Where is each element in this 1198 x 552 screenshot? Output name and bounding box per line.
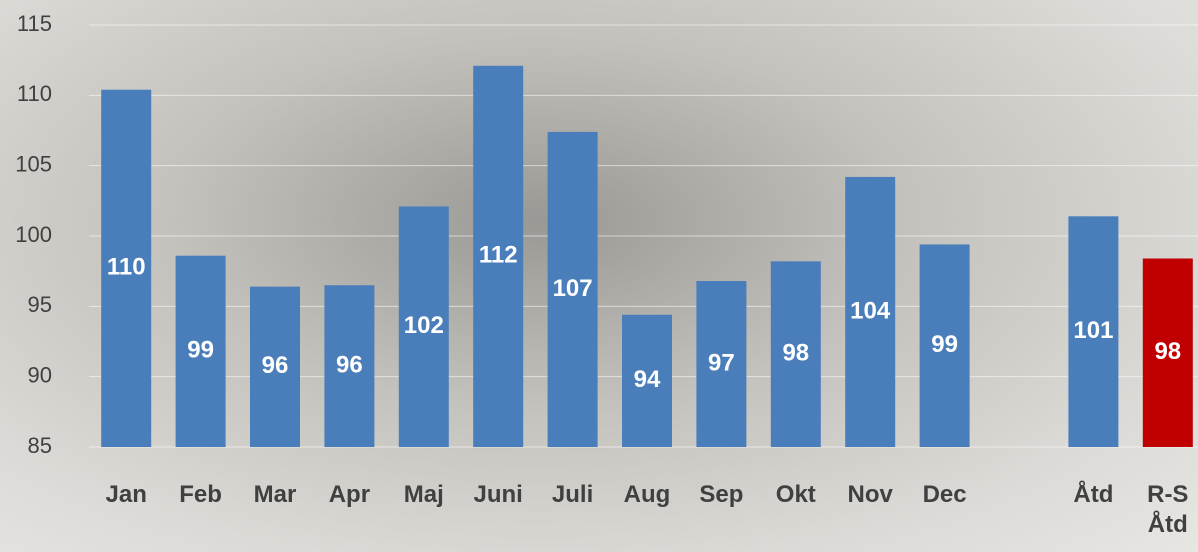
data-label: 98 (1154, 338, 1181, 365)
y-tick-label: 105 (15, 151, 52, 176)
bar (101, 89, 152, 447)
data-label: 112 (479, 242, 518, 269)
bar (324, 285, 375, 447)
x-tick-label: Feb (179, 481, 222, 508)
x-tick-label: R-S Åtd (1147, 481, 1189, 538)
x-tick-label: Dec (922, 481, 967, 508)
x-tick-label: Apr (328, 481, 371, 508)
data-label: 94 (634, 366, 661, 393)
x-tick-label: Juli (551, 481, 594, 508)
bar (1068, 216, 1119, 447)
y-tick-label: 100 (15, 222, 52, 247)
data-label: 98 (782, 340, 809, 367)
data-label: 96 (336, 351, 363, 378)
x-tick-label: Mar (253, 481, 297, 508)
data-label: 110 (107, 254, 146, 281)
bar (770, 261, 821, 447)
data-label: 104 (850, 297, 891, 324)
data-label: 97 (708, 349, 735, 376)
bar (1142, 258, 1193, 447)
data-label: 96 (262, 352, 289, 379)
bar (919, 244, 970, 447)
x-tick-label: Maj (403, 481, 444, 508)
bar (473, 65, 524, 447)
data-label: 99 (187, 337, 214, 364)
x-tick-label: Aug (623, 481, 671, 508)
bar (622, 314, 672, 447)
x-tick-label: Okt (775, 481, 816, 508)
data-label: 101 (1073, 317, 1113, 344)
bar (250, 286, 300, 447)
y-tick-label: 90 (28, 362, 52, 387)
bar (547, 131, 598, 447)
bar (175, 255, 226, 447)
x-tick-label: Jan (105, 481, 147, 508)
y-tick-label: 115 (17, 11, 52, 36)
bar (398, 206, 449, 447)
data-label: 99 (931, 331, 958, 358)
y-tick-label: 95 (28, 292, 52, 317)
bar (696, 281, 747, 447)
y-tick-label: 110 (17, 81, 52, 106)
data-label: 102 (404, 312, 444, 339)
x-tick-label: Juni (473, 481, 523, 508)
bar (845, 176, 896, 448)
x-tick-label: Sep (699, 481, 744, 508)
x-tick-label: Nov (847, 481, 893, 508)
x-tick-label: Åtd (1073, 481, 1114, 508)
y-tick-label: 85 (28, 433, 52, 458)
data-label: 107 (553, 275, 593, 302)
